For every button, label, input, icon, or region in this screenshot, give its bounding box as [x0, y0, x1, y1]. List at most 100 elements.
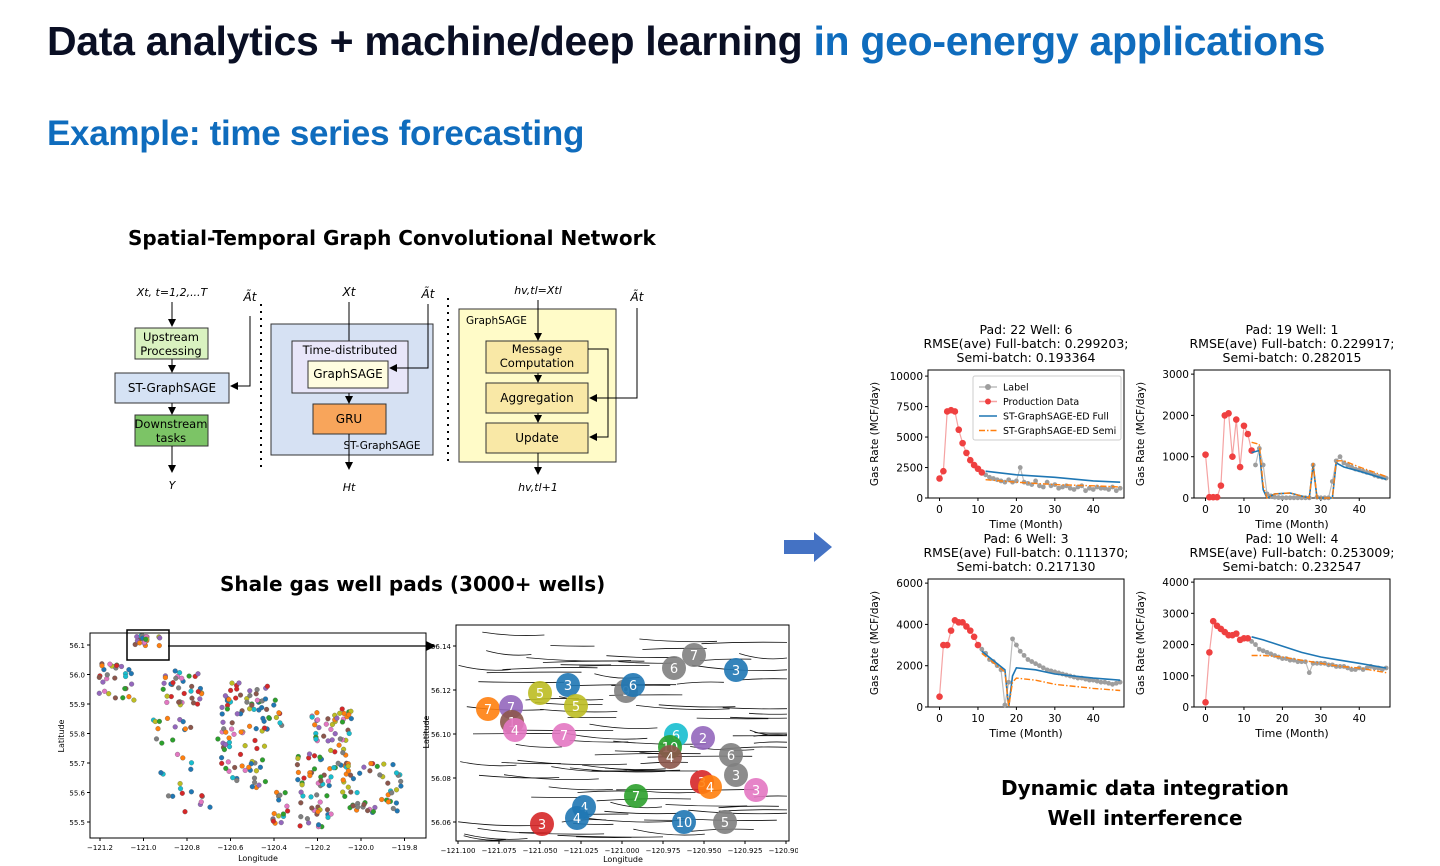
- well-lateral: [748, 712, 788, 715]
- pad-number: 3: [732, 769, 740, 784]
- pad-number: 2: [699, 732, 707, 747]
- well-point: [256, 782, 262, 788]
- well-point: [226, 744, 233, 750]
- well-point: [126, 667, 132, 673]
- well-point: [244, 699, 250, 705]
- y-axis-label: Gas Rate (MCF/day): [1135, 382, 1147, 486]
- y-tick-label: 56.08: [431, 775, 451, 783]
- label-point: [1117, 679, 1123, 685]
- label-point: [1037, 663, 1042, 669]
- well-lateral: [636, 705, 730, 710]
- pad-number: 4: [573, 812, 581, 827]
- pad-marker: [724, 763, 748, 787]
- x-tick-label: −121.050: [523, 847, 558, 855]
- x-tick-label: −120.900: [769, 847, 798, 855]
- pad-number: 7: [484, 703, 492, 718]
- y-tick-label: 56.14: [431, 643, 452, 651]
- well-point: [307, 773, 313, 779]
- full-series-line: [981, 650, 1121, 708]
- well-point: [259, 757, 266, 763]
- well-point: [253, 768, 259, 774]
- production-point: [1202, 699, 1209, 706]
- well-point: [106, 691, 112, 697]
- well-point: [350, 776, 356, 782]
- label-point: [1253, 642, 1258, 647]
- y-tick-label: 0: [1182, 493, 1189, 505]
- downstream-box: [134, 414, 209, 447]
- well-point: [176, 699, 182, 705]
- well-point: [315, 809, 321, 815]
- well-point: [188, 766, 194, 772]
- legend-marker: [985, 384, 991, 390]
- production-point: [966, 627, 974, 634]
- chart-title: RMSE(ave) Full-batch: 0.229917;: [1190, 336, 1395, 351]
- well-point: [223, 765, 229, 771]
- well-lateral: [517, 759, 627, 766]
- x-tick-label: −121.000: [605, 847, 640, 855]
- well-point: [96, 690, 102, 696]
- label-point: [1098, 485, 1104, 491]
- well-lateral: [696, 717, 769, 720]
- well-lateral: [676, 681, 724, 685]
- well-lateral: [576, 836, 632, 838]
- well-point: [236, 680, 242, 686]
- label-point: [1333, 458, 1339, 464]
- well-point: [365, 808, 371, 814]
- x-tick-label: 30: [1314, 504, 1327, 516]
- well-point: [230, 775, 236, 781]
- well-lateral: [502, 667, 598, 670]
- well-point: [172, 668, 178, 674]
- well-point: [100, 679, 106, 685]
- well-point: [246, 764, 252, 770]
- semi-series-line: [1251, 441, 1387, 500]
- well-lateral: [594, 753, 701, 756]
- y-axis-label: Gas Rate (MCF/day): [869, 382, 881, 486]
- middle-adj: Ãt: [421, 286, 436, 301]
- well-point: [313, 736, 319, 742]
- production-point: [1232, 416, 1240, 423]
- well-point: [348, 789, 354, 795]
- svg-text:ST-GraphSAGE: ST-GraphSAGE: [343, 440, 420, 452]
- well-point: [107, 661, 113, 667]
- well-point: [131, 697, 137, 703]
- well-point: [298, 789, 304, 795]
- x-tick-label: 30: [1048, 713, 1061, 725]
- x-tick-label: 20: [1010, 713, 1023, 725]
- production-point: [978, 469, 986, 476]
- well-point: [309, 805, 315, 811]
- well-point: [328, 726, 334, 732]
- well-point: [165, 793, 172, 799]
- well-point: [180, 719, 186, 725]
- x-tick-label: 40: [1353, 504, 1366, 516]
- label-point: [1272, 494, 1278, 500]
- plot-area: [927, 578, 1125, 708]
- y-tick-label: 5000: [896, 432, 923, 444]
- well-point: [299, 782, 305, 788]
- svg-text:GRU: GRU: [336, 412, 362, 426]
- well-point: [229, 720, 235, 726]
- well-point: [314, 710, 320, 716]
- svg-text:Upstream: Upstream: [143, 330, 199, 344]
- production-point: [1213, 493, 1221, 501]
- well-point: [361, 801, 367, 808]
- label-point: [1360, 667, 1366, 672]
- production-point: [1244, 635, 1252, 642]
- well-point: [312, 722, 318, 728]
- x-tick-label: 10: [1237, 504, 1250, 516]
- label-point: [1029, 659, 1035, 664]
- label-point: [1098, 679, 1104, 685]
- well-point: [157, 635, 163, 641]
- pad-marker: [552, 723, 576, 747]
- well-lateral: [550, 645, 595, 647]
- well-point: [188, 789, 194, 795]
- label-point: [1033, 478, 1039, 484]
- well-lateral: [478, 681, 564, 683]
- well-point: [112, 695, 118, 701]
- pad-marker: [624, 784, 648, 808]
- label-point: [1264, 649, 1270, 655]
- well-map-zoom: 775359667314762106433437443105 −121.100−…: [422, 624, 798, 864]
- well-lateral: [633, 828, 705, 836]
- production-point: [1225, 410, 1232, 417]
- full-series-line: [1251, 636, 1387, 669]
